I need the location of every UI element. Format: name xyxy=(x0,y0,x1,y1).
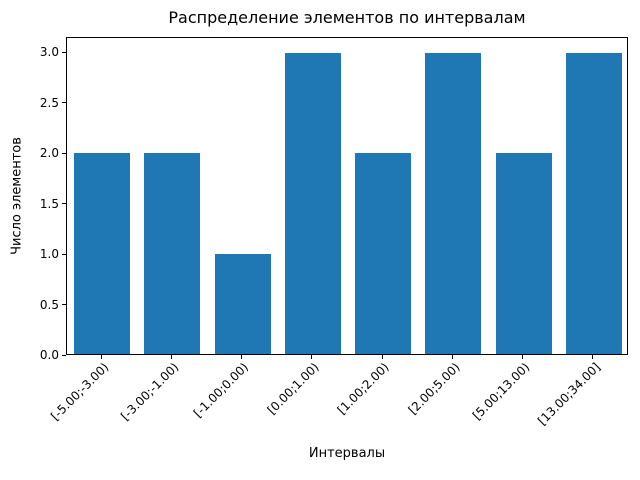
bar-7 xyxy=(565,53,622,354)
y-tick-mark-2 xyxy=(62,253,66,255)
y-tick-label-4: 2.0 xyxy=(39,146,59,161)
bar-2 xyxy=(214,253,271,354)
bar-4 xyxy=(355,153,412,354)
x-tick-mark-4 xyxy=(381,355,383,359)
x-tick-mark-2 xyxy=(241,355,243,359)
y-tick-mark-6 xyxy=(62,51,66,53)
x-axis-label: Интервалы xyxy=(308,446,386,461)
y-tick-label-5: 2.5 xyxy=(39,95,59,110)
x-tick-mark-7 xyxy=(592,355,594,359)
bar-1 xyxy=(144,153,201,354)
x-tick-label-4: [1.00;2.00) xyxy=(334,360,393,418)
bar-0 xyxy=(74,153,131,354)
y-tick-mark-4 xyxy=(62,152,66,154)
x-tick-label-6: [5.00;13.00) xyxy=(469,360,533,423)
y-tick-label-0: 0.0 xyxy=(39,348,59,362)
x-tick-label-5: [2.00;5.00) xyxy=(405,360,463,418)
x-tick-label-0: [-5.00;-3.00) xyxy=(47,360,112,424)
y-tick-label-3: 1.5 xyxy=(39,196,59,211)
bar-3 xyxy=(284,53,341,354)
y-tick-label-1: 0.5 xyxy=(39,297,59,312)
x-tick-label-2: [-1.00;0.00) xyxy=(191,360,252,421)
y-tick-mark-1 xyxy=(62,304,66,306)
bar-5 xyxy=(425,53,482,354)
plot-area xyxy=(66,37,628,355)
x-tick-mark-3 xyxy=(311,355,313,359)
x-tick-mark-5 xyxy=(451,355,453,359)
y-tick-label-6: 3.0 xyxy=(39,45,59,60)
x-tick-mark-1 xyxy=(170,355,172,359)
y-tick-mark-5 xyxy=(62,102,66,104)
bar-6 xyxy=(495,153,552,354)
y-tick-mark-0 xyxy=(62,354,66,356)
x-tick-label-7: [13.00;34.00] xyxy=(534,360,603,428)
x-tick-label-1: [-3.00;-1.00) xyxy=(117,360,182,424)
x-tick-label-3: [0.00;1.00) xyxy=(264,360,322,418)
y-tick-mark-3 xyxy=(62,203,66,205)
x-tick-mark-0 xyxy=(100,355,102,359)
x-tick-mark-6 xyxy=(522,355,524,359)
chart-title: Распределение элементов по интервалам xyxy=(168,8,526,27)
y-tick-label-2: 1.0 xyxy=(39,247,59,262)
